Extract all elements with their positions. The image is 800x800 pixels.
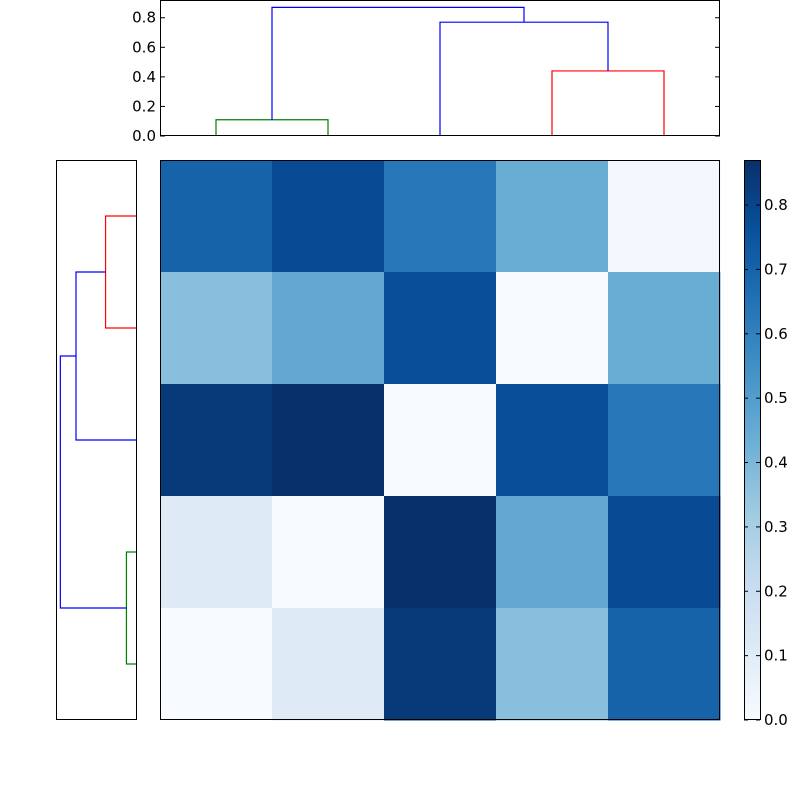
- top-dendrogram: 0.0 0.2 0.4 0.6 0.8: [132, 0, 720, 145]
- heatmap-cell: [496, 608, 609, 721]
- colorbar-tick-label: 0.5: [764, 389, 788, 407]
- colorbar-ticks: 0.0 0.1 0.2 0.3 0.4 0.5 0.6 0.7 0.8: [744, 196, 788, 729]
- heatmap-cell: [272, 160, 385, 273]
- colorbar-tick-label: 0.6: [764, 325, 788, 343]
- heatmap-cell: [496, 384, 609, 497]
- heatmap-cell: [160, 384, 273, 497]
- heatmap-cell: [160, 160, 273, 273]
- top-dendrogram-tick-label: 0.2: [132, 97, 156, 115]
- top-dendrogram-tick-label: 0.8: [132, 9, 156, 27]
- heatmap-cell: [608, 272, 721, 385]
- heatmap-cell: [272, 608, 385, 721]
- heatmap-cell: [496, 272, 609, 385]
- heatmap-cell: [384, 160, 497, 273]
- colorbar-gradient: [744, 160, 760, 720]
- heatmap-cells: [160, 160, 721, 721]
- colorbar-tick-label: 0.0: [764, 711, 788, 729]
- left-dendrogram-link: [125, 551, 136, 665]
- left-dendrogram-frame: [56, 160, 137, 720]
- heatmap-cell: [384, 608, 497, 721]
- heatmap-cell: [608, 160, 721, 273]
- heatmap: [160, 160, 721, 721]
- colorbar-tick-label: 0.3: [764, 518, 788, 536]
- top-dendrogram-tick-label: 0.4: [132, 68, 156, 86]
- heatmap-cell: [608, 608, 721, 721]
- top-dendrogram-link: [551, 70, 665, 136]
- left-dendrogram-link: [104, 215, 136, 329]
- top-dendrogram-tick-label: 0.0: [132, 127, 156, 145]
- heatmap-cell: [496, 496, 609, 609]
- colorbar-tick-label: 0.8: [764, 196, 788, 214]
- heatmap-cell: [384, 496, 497, 609]
- heatmap-cell: [160, 496, 273, 609]
- heatmap-cell: [608, 384, 721, 497]
- heatmap-cell: [608, 496, 721, 609]
- colorbar-tick-label: 0.1: [764, 647, 788, 665]
- left-dendrogram: [56, 160, 137, 720]
- heatmap-frame: [160, 160, 720, 720]
- heatmap-cell: [384, 272, 497, 385]
- heatmap-cell: [272, 272, 385, 385]
- top-dendrogram-tick-label: 0.6: [132, 38, 156, 56]
- top-dendrogram-links: [215, 6, 665, 136]
- heatmap-cell: [384, 384, 497, 497]
- heatmap-cell: [160, 608, 273, 721]
- top-dendrogram-link: [439, 21, 609, 136]
- heatmap-cell: [160, 272, 273, 385]
- heatmap-cell: [272, 496, 385, 609]
- colorbar: 0.0 0.1 0.2 0.3 0.4 0.5 0.6 0.7 0.8: [744, 160, 788, 729]
- colorbar-tick-label: 0.7: [764, 260, 788, 278]
- left-dendrogram-link: [59, 355, 127, 609]
- heatmap-cell: [496, 160, 609, 273]
- top-dendrogram-link: [271, 6, 525, 120]
- heatmap-cell: [272, 384, 385, 497]
- top-dendrogram-frame: [160, 0, 720, 136]
- colorbar-tick-label: 0.2: [764, 582, 788, 600]
- left-dendrogram-links: [59, 215, 136, 665]
- colorbar-frame: [744, 160, 761, 720]
- colorbar-tick-label: 0.4: [764, 454, 788, 472]
- top-dendrogram-y-axis: 0.0 0.2 0.4 0.6 0.8: [132, 9, 720, 145]
- top-dendrogram-link: [215, 119, 329, 136]
